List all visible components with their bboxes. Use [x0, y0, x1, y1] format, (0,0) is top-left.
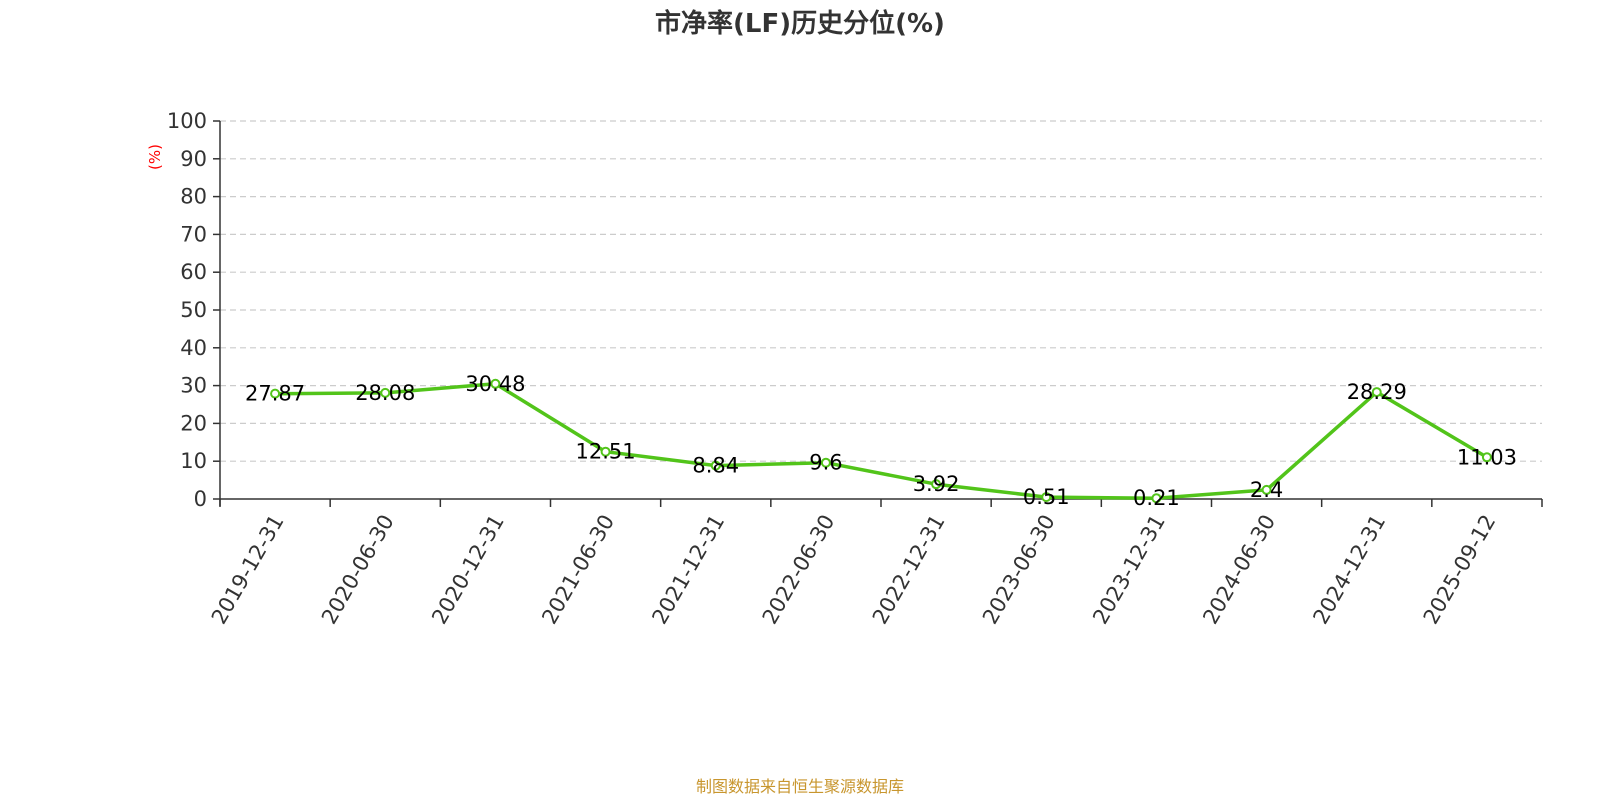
- series: [270, 378, 1492, 504]
- y-axis-label: (%): [146, 144, 164, 170]
- data-label: 3.92: [913, 472, 960, 496]
- data-label: 12.51: [576, 440, 636, 464]
- data-point: [600, 446, 611, 457]
- data-label: 9.6: [809, 451, 842, 475]
- x-tick-label: 2023-06-30: [978, 511, 1060, 629]
- data-label: 30.48: [465, 372, 525, 396]
- x-tick-label: 2025-09-12: [1419, 511, 1501, 629]
- data-point: [490, 378, 501, 389]
- data-labels: 27.87 28.08 30.48 12.51 8.84 9.6 3.92 0.51 0.21 2…: [245, 372, 1517, 510]
- y-tick-label: 0: [194, 487, 207, 511]
- x-tick-label: 2024-06-30: [1198, 511, 1280, 629]
- data-point: [931, 479, 942, 490]
- x-tick-label: 2021-12-31: [647, 511, 729, 629]
- y-tick-label: 80: [180, 185, 207, 209]
- y-tick-label: 90: [180, 147, 207, 171]
- y-tick-label: 50: [180, 298, 207, 322]
- data-point: [1481, 452, 1492, 463]
- data-label: 0.51: [1023, 485, 1070, 509]
- data-point: [380, 387, 391, 398]
- chart-title: 市净率(LF)历史分位(%): [655, 8, 945, 39]
- data-point: [1151, 493, 1162, 504]
- source-note: 制图数据来自恒生聚源数据库: [696, 777, 904, 796]
- data-point: [270, 388, 281, 399]
- data-point: [710, 460, 721, 471]
- gridlines: [220, 120, 1542, 462]
- data-point: [820, 457, 831, 468]
- y-tick-label: 10: [180, 449, 207, 473]
- data-label: 28.08: [355, 381, 415, 405]
- data-label: 28.29: [1347, 380, 1407, 404]
- data-label: 8.84: [692, 454, 739, 478]
- x-tick-label: 2022-12-31: [868, 510, 950, 628]
- y-tick-label: 100: [167, 109, 207, 133]
- x-tick-label: 2019-12-31: [207, 511, 289, 629]
- x-tick-label: 2020-12-31: [427, 510, 509, 628]
- data-label: 27.87: [245, 382, 305, 406]
- x-tick-label: 2023-12-31: [1088, 511, 1170, 629]
- x-tick-label: 2022-06-30: [758, 511, 840, 629]
- series-line: [275, 382, 1488, 500]
- y-tick-label: 60: [180, 260, 207, 284]
- x-tick-label: 2020-06-30: [317, 511, 399, 629]
- data-point: [1371, 387, 1382, 398]
- x-tick-label: 2021-06-30: [537, 511, 619, 629]
- y-tick-label: 20: [180, 411, 207, 435]
- y-tick-label: 30: [180, 374, 207, 398]
- data-label: 11.03: [1457, 445, 1517, 469]
- y-tick-label: 70: [180, 222, 207, 246]
- data-point: [1261, 484, 1272, 495]
- x-tick-label: 2024-12-31: [1308, 511, 1390, 629]
- axes: 0 10 20 30 40 50 60 70 80 90 100 2019-12-31 2020-06-…: [167, 109, 1543, 629]
- data-label: 0.21: [1133, 486, 1180, 510]
- y-tick-label: 40: [180, 336, 207, 360]
- data-point: [1041, 492, 1052, 503]
- data-label: 2.4: [1250, 478, 1283, 502]
